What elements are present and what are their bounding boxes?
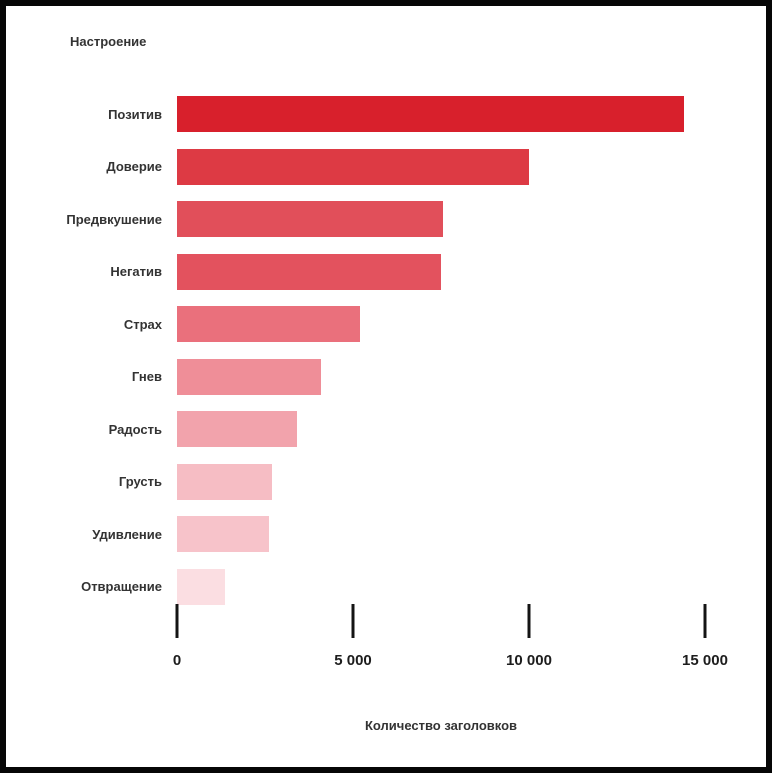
bar-track	[177, 568, 766, 605]
bar-segment	[177, 96, 684, 133]
bar-segment	[177, 568, 225, 605]
bar-segment	[177, 411, 297, 448]
category-label: Негатив	[110, 264, 162, 280]
bar-segment	[177, 463, 272, 500]
bar-segment	[177, 358, 321, 395]
chart-canvas: Настроение Позитив Доверие Предвкушение Нег…	[6, 6, 766, 767]
category-label: Грусть	[118, 474, 162, 490]
bar-row: Страх	[6, 298, 766, 351]
x-tick-mark	[175, 604, 179, 638]
bar-track	[177, 253, 766, 290]
x-tick-label: 10 000	[506, 652, 552, 669]
bar-track	[177, 411, 766, 448]
bar-segment	[177, 306, 360, 343]
x-tick-mark	[703, 604, 707, 638]
category-label: Предвкушение	[66, 211, 162, 227]
bar-track	[177, 516, 766, 553]
bar-segment	[177, 201, 443, 238]
x-axis: 0 5 000 10 000 15 000	[173, 604, 737, 694]
bar-row: Предвкушение	[6, 193, 766, 246]
bar-segment	[177, 253, 441, 290]
category-label: Радость	[108, 421, 162, 437]
x-tick-label: 0	[172, 652, 182, 669]
x-tick-mark	[351, 604, 355, 638]
category-label: Гнев	[131, 369, 162, 385]
bar-row: Гнев	[6, 351, 766, 404]
x-tick-label: 15 000	[682, 652, 728, 669]
plot-area: Позитив Доверие Предвкушение Негатив Страх Гн…	[6, 88, 766, 613]
bar-track	[177, 358, 766, 395]
category-label: Отвращение	[81, 579, 162, 595]
x-tick-label: 5 000	[334, 652, 372, 669]
bar-track	[177, 306, 766, 343]
x-axis-title: Количество заголовков	[364, 718, 518, 733]
category-label: Доверие	[106, 159, 162, 175]
bar-segment	[177, 148, 529, 185]
category-label: Позитив	[108, 106, 162, 122]
bar-row: Грусть	[6, 456, 766, 509]
bar-row: Радость	[6, 403, 766, 456]
bar-track	[177, 463, 766, 500]
bar-row: Доверие	[6, 141, 766, 194]
bar-track	[177, 148, 766, 185]
bar-track	[177, 201, 766, 238]
bar-row: Позитив	[6, 88, 766, 141]
category-label: Удивление	[92, 526, 162, 542]
x-tick-mark	[527, 604, 531, 638]
bar-segment	[177, 516, 269, 553]
bar-row: Негатив	[6, 246, 766, 299]
bar-row: Отвращение	[6, 561, 766, 614]
y-axis-title: Настроение	[70, 34, 147, 49]
bar-track	[177, 96, 766, 133]
category-label: Страх	[123, 316, 162, 332]
bar-row: Удивление	[6, 508, 766, 561]
